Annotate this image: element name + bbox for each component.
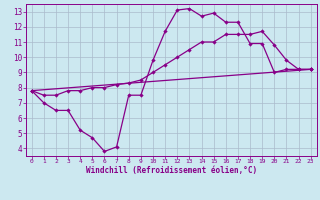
X-axis label: Windchill (Refroidissement éolien,°C): Windchill (Refroidissement éolien,°C) (86, 166, 257, 175)
